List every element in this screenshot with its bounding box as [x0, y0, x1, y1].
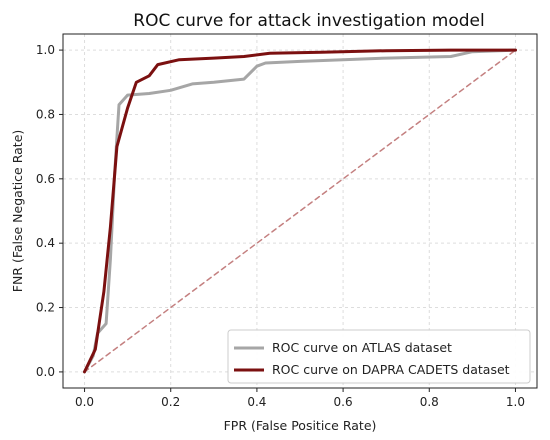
- x-tick-label: 0.6: [334, 395, 353, 409]
- y-tick-label: 0.4: [36, 236, 55, 250]
- legend-entry-cadets: ROC curve on DAPRA CADETS dataset: [272, 362, 510, 377]
- y-tick-label: 0.0: [36, 365, 55, 379]
- y-tick-label: 1.0: [36, 43, 55, 57]
- ticks: 0.0 0.2 0.4 0.6 0.8 1.0 0.0 0.2 0.4 0.6 0.8 1.0: [36, 43, 525, 409]
- legend: ROC curve on ATLAS dataset ROC curve on …: [227, 329, 531, 384]
- plot-frame: [62, 33, 538, 389]
- x-tick-label: 0.8: [420, 395, 439, 409]
- atlas-roc-line: [83, 48, 517, 374]
- x-tick-label: 0.0: [75, 395, 94, 409]
- y-tick-label: 0.8: [36, 107, 55, 121]
- x-tick-label: 1.0: [506, 395, 525, 409]
- random-baseline-line: [83, 49, 517, 373]
- y-axis-label: FNR (False Negatice Rate): [10, 130, 25, 293]
- cadets-roc-line: [83, 48, 517, 374]
- y-tick-label: 0.2: [36, 301, 55, 315]
- x-axis-label: FPR (False Positice Rate): [224, 418, 377, 433]
- y-tick-label: 0.6: [36, 172, 55, 186]
- legend-box: [227, 329, 531, 384]
- legend-entry-atlas: ROC curve on ATLAS dataset: [272, 340, 452, 355]
- chart-title: ROC curve for attack investigation model: [133, 11, 484, 31]
- x-tick-label: 0.4: [247, 395, 266, 409]
- x-tick-label: 0.2: [161, 395, 180, 409]
- series-lines: [83, 48, 517, 374]
